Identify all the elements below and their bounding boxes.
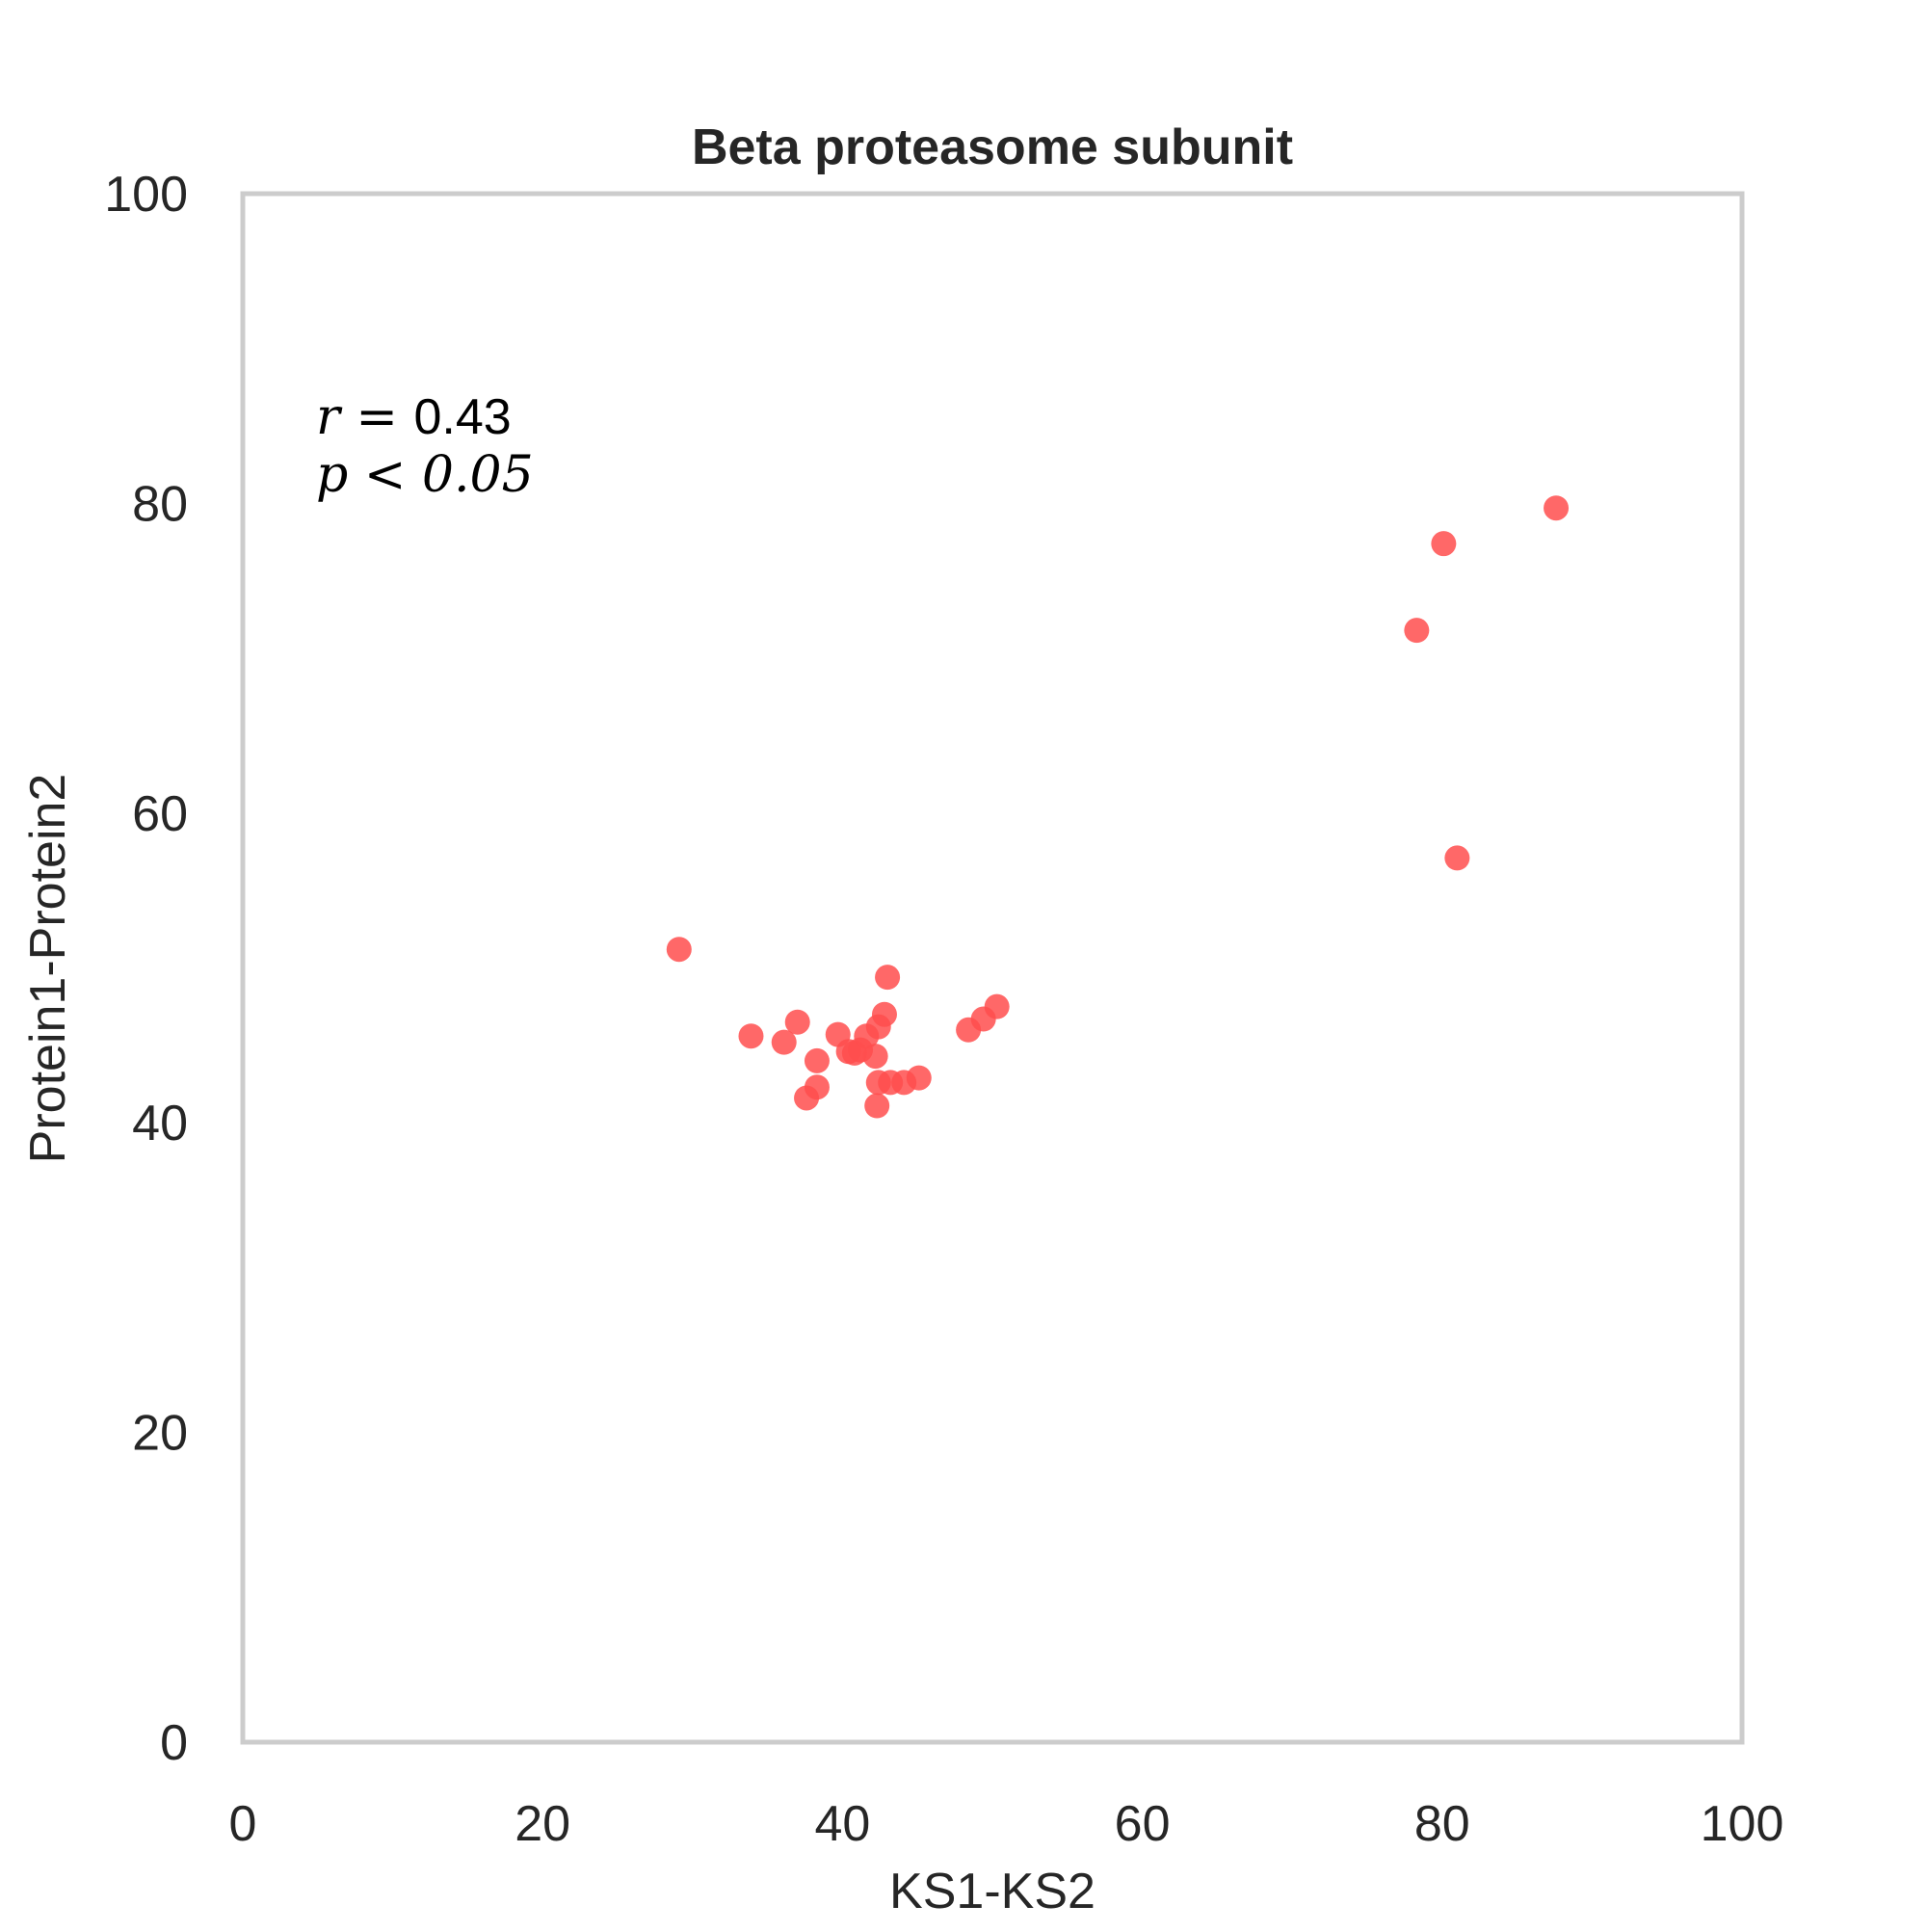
y-axis-label: Protein1-Protein2 <box>20 774 76 1164</box>
data-point <box>1544 495 1570 521</box>
data-point <box>906 1065 932 1091</box>
correlation-annotation: r = 0.43 <box>316 388 512 446</box>
data-point <box>871 1001 897 1027</box>
x-tick-label: 60 <box>1115 1796 1171 1852</box>
data-point <box>666 937 692 963</box>
y-tick-label: 100 <box>104 167 188 223</box>
x-tick-label: 0 <box>229 1796 257 1852</box>
y-tick-labels: 0 20 40 60 80 100 <box>104 167 188 1771</box>
x-tick-label: 100 <box>1701 1796 1784 1852</box>
data-points <box>666 495 1570 1119</box>
data-point <box>804 1047 830 1073</box>
x-tick-label: 80 <box>1414 1796 1470 1852</box>
data-point <box>738 1023 764 1049</box>
y-tick-label: 0 <box>160 1715 188 1771</box>
data-point <box>784 1009 810 1035</box>
r-value: 0.43 <box>414 389 512 445</box>
data-point <box>1404 618 1430 644</box>
data-point <box>984 993 1010 1019</box>
plot-frame <box>240 191 1745 1745</box>
data-point <box>771 1029 797 1055</box>
x-axis-label: KS1-KS2 <box>889 1864 1095 1919</box>
chart-title: Beta proteasome subunit <box>692 119 1293 175</box>
data-point <box>1444 845 1470 871</box>
x-tick-label: 40 <box>814 1796 870 1852</box>
data-point <box>862 1044 888 1070</box>
data-point <box>1431 531 1457 557</box>
x-tick-labels: 0 20 40 60 80 100 <box>229 1796 1784 1852</box>
data-point <box>804 1074 830 1100</box>
data-point <box>875 965 901 991</box>
y-tick-label: 80 <box>132 476 188 532</box>
p-value-annotation: p < 0.05 <box>316 446 534 504</box>
data-point <box>864 1093 890 1119</box>
y-tick-label: 20 <box>132 1406 188 1462</box>
y-tick-label: 60 <box>132 786 188 842</box>
r-label: r = <box>316 388 414 446</box>
x-tick-label: 20 <box>515 1796 570 1852</box>
y-tick-label: 40 <box>132 1096 188 1151</box>
